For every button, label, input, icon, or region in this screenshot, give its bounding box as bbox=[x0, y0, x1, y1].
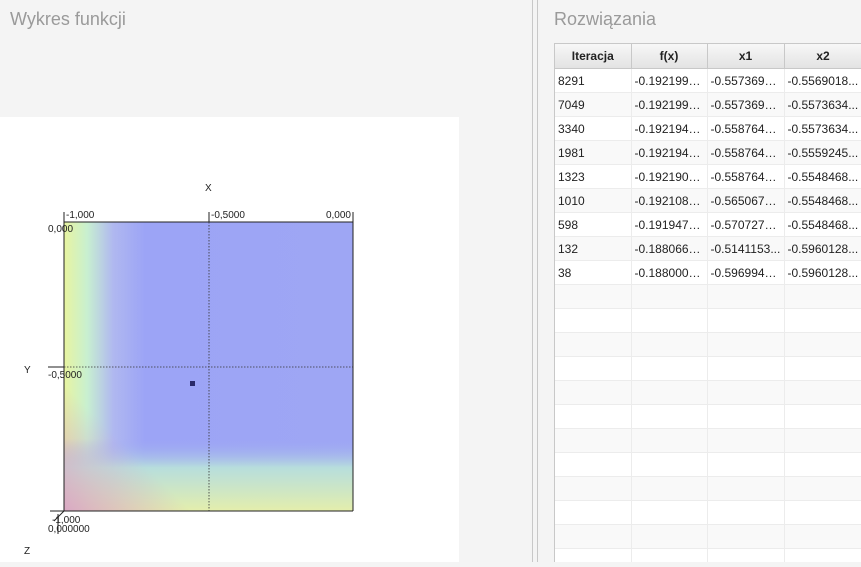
y-tick-label: -1,000 bbox=[52, 515, 81, 526]
cell-x2: -0.5573634... bbox=[784, 92, 861, 117]
table-header-row: Iteracja f(x) x1 x2 bbox=[555, 44, 861, 69]
cell-iteration: 38 bbox=[555, 260, 632, 285]
solution-marker[interactable] bbox=[190, 381, 195, 386]
table-row[interactable]: 8291 -0.1921995... -0.5573698... -0.5569… bbox=[555, 68, 861, 93]
cell-x2: -0.5569018... bbox=[784, 68, 861, 93]
plot-area[interactable]: X Y Z -1,000 -0,5000 0,000 0,000 bbox=[0, 117, 459, 562]
cell-iteration: 1323 bbox=[555, 164, 632, 189]
cell-x1: -0.5587643... bbox=[707, 164, 785, 189]
function-plot-panel: Wykres funkcji bbox=[0, 9, 459, 562]
empty-row bbox=[555, 284, 861, 309]
cell-iteration: 1981 bbox=[555, 140, 632, 165]
cell-fx: -0.1921995... bbox=[631, 68, 708, 93]
z-axis-line bbox=[53, 510, 65, 522]
cell-fx: -0.1880009... bbox=[631, 260, 708, 285]
x-tick-label: -1,000 bbox=[66, 210, 95, 221]
column-header-fx[interactable]: f(x) bbox=[631, 44, 708, 69]
solutions-table[interactable]: Iteracja f(x) x1 x2 8291 -0.1921995... -… bbox=[554, 43, 861, 562]
table-row[interactable]: 132 -0.1880669... -0.5141153... -0.59601… bbox=[555, 236, 861, 261]
cell-iteration: 132 bbox=[555, 236, 632, 261]
z-axis-name: Z bbox=[24, 546, 30, 557]
table-row[interactable]: 598 -0.1919479... -0.5707275... -0.55484… bbox=[555, 212, 861, 237]
cell-x1: -0.5141153... bbox=[707, 236, 785, 261]
y-tick-label: -0,5000 bbox=[48, 370, 82, 381]
cell-fx: -0.1921904... bbox=[631, 164, 708, 189]
empty-row bbox=[555, 332, 861, 357]
x-axis-name: X bbox=[205, 183, 212, 194]
empty-row bbox=[555, 524, 861, 549]
empty-row bbox=[555, 428, 861, 453]
cell-x1: -0.5650678... bbox=[707, 188, 785, 213]
empty-row bbox=[555, 500, 861, 525]
cell-x2: -0.5548468... bbox=[784, 164, 861, 189]
function-plot[interactable]: X Y Z -1,000 -0,5000 0,000 0,000 bbox=[0, 117, 459, 562]
column-header-x1[interactable]: x1 bbox=[707, 44, 785, 69]
cell-fx: -0.1921946... bbox=[631, 116, 708, 141]
empty-row bbox=[555, 308, 861, 333]
heatmap-corner-shading bbox=[64, 222, 353, 511]
cell-iteration: 8291 bbox=[555, 68, 632, 93]
cell-x2: -0.5548468... bbox=[784, 212, 861, 237]
cell-fx: -0.1921991... bbox=[631, 92, 708, 117]
cell-x1: -0.5587643... bbox=[707, 140, 785, 165]
table-row[interactable]: 3340 -0.1921946... -0.5587643... -0.5573… bbox=[555, 116, 861, 141]
split-pane-divider[interactable] bbox=[532, 0, 538, 562]
cell-iteration: 598 bbox=[555, 212, 632, 237]
solutions-panel-title: Rozwiązania bbox=[554, 9, 657, 29]
empty-row bbox=[555, 548, 861, 562]
empty-row bbox=[555, 404, 861, 429]
table-row[interactable]: 1981 -0.1921941... -0.5587643... -0.5559… bbox=[555, 140, 861, 165]
table-row[interactable]: 38 -0.1880009... -0.5969945... -0.596012… bbox=[555, 260, 861, 285]
cell-fx: -0.1921088... bbox=[631, 188, 708, 213]
x-tick-label: 0,000 bbox=[326, 210, 351, 221]
cell-x2: -0.5559245... bbox=[784, 140, 861, 165]
empty-row bbox=[555, 356, 861, 381]
cell-x2: -0.5548468... bbox=[784, 188, 861, 213]
y-axis-name: Y bbox=[24, 365, 31, 376]
cell-x1: -0.5707275... bbox=[707, 212, 785, 237]
cell-x1: -0.5587643... bbox=[707, 116, 785, 141]
empty-row bbox=[555, 476, 861, 501]
table-row[interactable]: 1323 -0.1921904... -0.5587643... -0.5548… bbox=[555, 164, 861, 189]
z-tick-label: 0,000000 bbox=[48, 524, 90, 535]
cell-fx: -0.1919479... bbox=[631, 212, 708, 237]
plot-panel-title: Wykres funkcji bbox=[10, 9, 126, 29]
cell-x1: -0.5573698... bbox=[707, 92, 785, 117]
column-header-x2[interactable]: x2 bbox=[784, 44, 861, 69]
table-row[interactable]: 7049 -0.1921991... -0.5573698... -0.5573… bbox=[555, 92, 861, 117]
y-tick-label: 0,000 bbox=[48, 224, 73, 235]
cell-x2: -0.5573634... bbox=[784, 116, 861, 141]
cell-iteration: 3340 bbox=[555, 116, 632, 141]
cell-x2: -0.5960128... bbox=[784, 260, 861, 285]
cell-iteration: 1010 bbox=[555, 188, 632, 213]
cell-x1: -0.5573698... bbox=[707, 68, 785, 93]
empty-row bbox=[555, 452, 861, 477]
cell-x2: -0.5960128... bbox=[784, 236, 861, 261]
cell-fx: -0.1880669... bbox=[631, 236, 708, 261]
cell-fx: -0.1921941... bbox=[631, 140, 708, 165]
cell-iteration: 7049 bbox=[555, 92, 632, 117]
column-header-iteracja[interactable]: Iteracja bbox=[555, 44, 632, 69]
empty-row bbox=[555, 380, 861, 405]
cell-x1: -0.5969945... bbox=[707, 260, 785, 285]
table-row[interactable]: 1010 -0.1921088... -0.5650678... -0.5548… bbox=[555, 188, 861, 213]
x-tick-label: -0,5000 bbox=[211, 210, 245, 221]
